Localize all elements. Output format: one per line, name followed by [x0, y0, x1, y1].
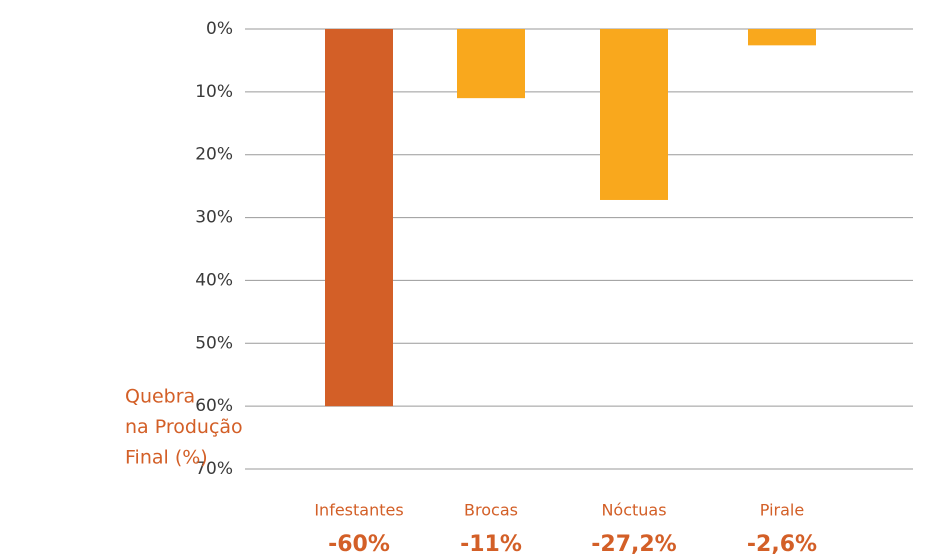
bar: [748, 29, 816, 46]
x-tick-label: Nóctuas: [601, 501, 666, 520]
x-tick-label: Infestantes: [314, 501, 403, 520]
value-label: -60%: [328, 532, 390, 555]
bar: [325, 29, 393, 407]
value-label: -11%: [460, 532, 522, 555]
x-tick-label: Brocas: [464, 501, 518, 520]
y-tick-label: 20%: [195, 145, 233, 165]
y-tick-label: 30%: [195, 208, 233, 228]
bar: [457, 29, 525, 99]
bar: [600, 29, 668, 200]
y-tick-label: 40%: [195, 270, 233, 290]
y-axis-label: Quebra: [125, 386, 195, 408]
y-tick-label: 50%: [195, 333, 233, 353]
y-axis-label: Final (%): [125, 447, 208, 469]
y-axis-label: na Produção: [125, 416, 243, 438]
y-tick-label: 60%: [195, 396, 233, 416]
value-label: -2,6%: [747, 532, 817, 555]
y-tick-label: 70%: [195, 459, 233, 479]
value-label: -27,2%: [591, 532, 676, 555]
y-tick-label: 0%: [206, 19, 233, 39]
x-tick-label: Pirale: [760, 501, 804, 520]
y-tick-label: 10%: [195, 82, 233, 102]
